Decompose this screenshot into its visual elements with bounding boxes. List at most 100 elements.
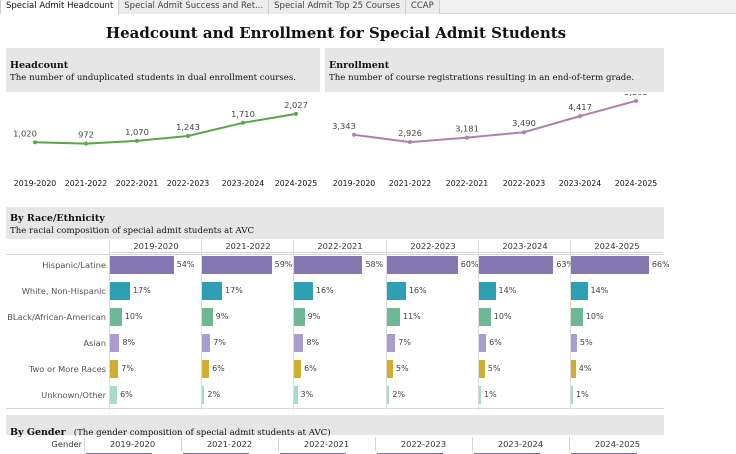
- race-percent-label: 9%: [215, 312, 229, 321]
- race-ethnicity-table: 2019-2020 2021-2022 2022-2021 2022-2023 2023…: [6, 240, 670, 410]
- race-percent-label: 58%: [365, 260, 384, 269]
- race-bar: [387, 334, 396, 352]
- gender-header: By Gender (The gender composition of spe…: [6, 415, 664, 438]
- race-subtitle: The racial composition of special admit …: [10, 226, 255, 236]
- page-title: Headcount and Enrollment for Special Adm…: [105, 24, 567, 42]
- tab-special-admit-success[interactable]: Special Admit Success and Ret...: [119, 0, 270, 14]
- race-bar: [571, 334, 577, 352]
- headcount-point: [241, 120, 245, 125]
- headcount-x-tick-label: 2023-2024: [222, 179, 265, 188]
- race-bottom-divider: [6, 408, 664, 409]
- headcount-x-tick-label: 2024-2025: [275, 179, 318, 188]
- enrollment-data-label: 3,490: [512, 118, 536, 128]
- race-percent-label: 66%: [651, 260, 670, 269]
- enrollment-data-label: 3,343: [332, 121, 356, 131]
- race-percent-label: 1%: [484, 390, 497, 399]
- race-year-header: 2019-2020: [110, 240, 202, 253]
- headcount-title: Headcount: [10, 60, 69, 71]
- race-title: By Race/Ethnicity: [10, 213, 105, 224]
- race-bar: [294, 360, 302, 378]
- gender-year-header: 2024-2025: [569, 437, 665, 451]
- race-bar: [571, 282, 588, 300]
- headcount-data-label: 2,027: [284, 100, 308, 110]
- race-bar: [202, 282, 223, 300]
- tab-ccap[interactable]: CCAP: [405, 0, 440, 14]
- tab-special-admit-top-courses[interactable]: Special Admit Top 25 Courses: [269, 0, 406, 14]
- race-percent-label: 11%: [402, 312, 421, 321]
- headcount-data-label: 1,710: [231, 109, 255, 119]
- enrollment-header: Enrollment The number of course registra…: [325, 48, 664, 92]
- race-percent-label: 6%: [212, 364, 225, 373]
- enrollment-point: [634, 98, 638, 103]
- race-bar: [202, 308, 213, 326]
- gender-year-header: 2022-2021: [278, 437, 374, 451]
- enrollment-x-tick-label: 2023-2024: [559, 179, 602, 188]
- enrollment-point: [408, 140, 412, 145]
- race-percent-label: 5%: [395, 364, 409, 373]
- headcount-header: Headcount The number of unduplicated stu…: [6, 48, 320, 92]
- race-percent-label: 7%: [121, 364, 134, 373]
- headcount-point: [33, 140, 37, 145]
- race-bar: [294, 282, 313, 300]
- race-percent-label: 7%: [398, 338, 411, 347]
- enrollment-data-label: 4,417: [568, 102, 592, 112]
- race-bar: [387, 386, 390, 404]
- race-column-divider: [201, 240, 202, 410]
- enrollment-data-label: 3,181: [455, 124, 479, 134]
- race-bar: [571, 308, 583, 326]
- race-bar: [387, 282, 406, 300]
- race-percent-label: 6%: [489, 338, 502, 347]
- tab-bar: Special Admit Headcount Special Admit Su…: [0, 0, 736, 14]
- race-bar: [110, 308, 122, 326]
- race-percent-label: 4%: [578, 364, 592, 373]
- race-bar: [571, 360, 576, 378]
- race-bar: [571, 256, 649, 274]
- race-bar: [294, 386, 298, 404]
- race-year-header: 2023-2024: [479, 240, 571, 253]
- race-bar: [479, 334, 487, 352]
- race-percent-label: 10%: [124, 312, 143, 321]
- headcount-point: [186, 133, 190, 138]
- headcount-data-label: 1,243: [176, 122, 200, 132]
- race-bar: [479, 386, 481, 404]
- race-bar: [479, 256, 554, 274]
- race-percent-label: 17%: [133, 286, 151, 295]
- gender-subtitle: (The gender composition of special admit…: [73, 428, 331, 438]
- race-bar: [110, 334, 120, 352]
- race-category-label: White, Non-Hispanic: [21, 286, 106, 296]
- race-percent-label: 59%: [274, 260, 293, 269]
- race-percent-label: 16%: [315, 286, 334, 295]
- race-percent-label: 60%: [460, 260, 479, 269]
- race-percent-label: 6%: [304, 364, 317, 373]
- race-percent-label: 5%: [579, 338, 593, 347]
- race-bar: [202, 386, 205, 404]
- race-column-divider: [293, 240, 294, 410]
- headcount-line-chart: 1,020 972 1,070 1,243 1,710 2,027 2019-2020 202…: [13, 100, 318, 188]
- race-column-divider: [570, 240, 571, 410]
- race-bar: [294, 334, 304, 352]
- headcount-x-tick-label: 2021-2022: [65, 179, 108, 188]
- race-column-divider: [109, 240, 110, 410]
- enrollment-x-tick-label: 2022-2023: [503, 179, 546, 188]
- gender-title: By Gender: [10, 427, 66, 438]
- enrollment-point: [352, 132, 356, 137]
- enrollment-x-tick-label: 2019-2020: [333, 179, 376, 188]
- race-bar: [110, 256, 174, 274]
- enrollment-data-label: 5,295: [624, 94, 648, 97]
- enrollment-subtitle: The number of course registrations resul…: [329, 73, 635, 83]
- race-bar: [110, 360, 119, 378]
- enrollment-title: Enrollment: [329, 60, 390, 71]
- race-bar: [479, 308, 491, 326]
- headcount-x-tick-label: 2022-2021: [116, 179, 159, 188]
- enrollment-x-tick-label: 2024-2025: [615, 179, 658, 188]
- tab-special-admit-headcount[interactable]: Special Admit Headcount: [0, 0, 120, 14]
- race-bar: [479, 282, 496, 300]
- race-percent-label: 2%: [207, 390, 221, 399]
- race-percent-label: 2%: [392, 390, 406, 399]
- race-percent-label: 3%: [300, 390, 314, 399]
- race-bar: [110, 282, 131, 300]
- gender-table: Gender 2019-2020 2021-2022 2022-2021 2022-2…: [6, 437, 664, 454]
- enrollment-series-line: [353, 99, 637, 144]
- race-bar: [387, 360, 393, 378]
- race-year-header: 2022-2021: [294, 240, 386, 253]
